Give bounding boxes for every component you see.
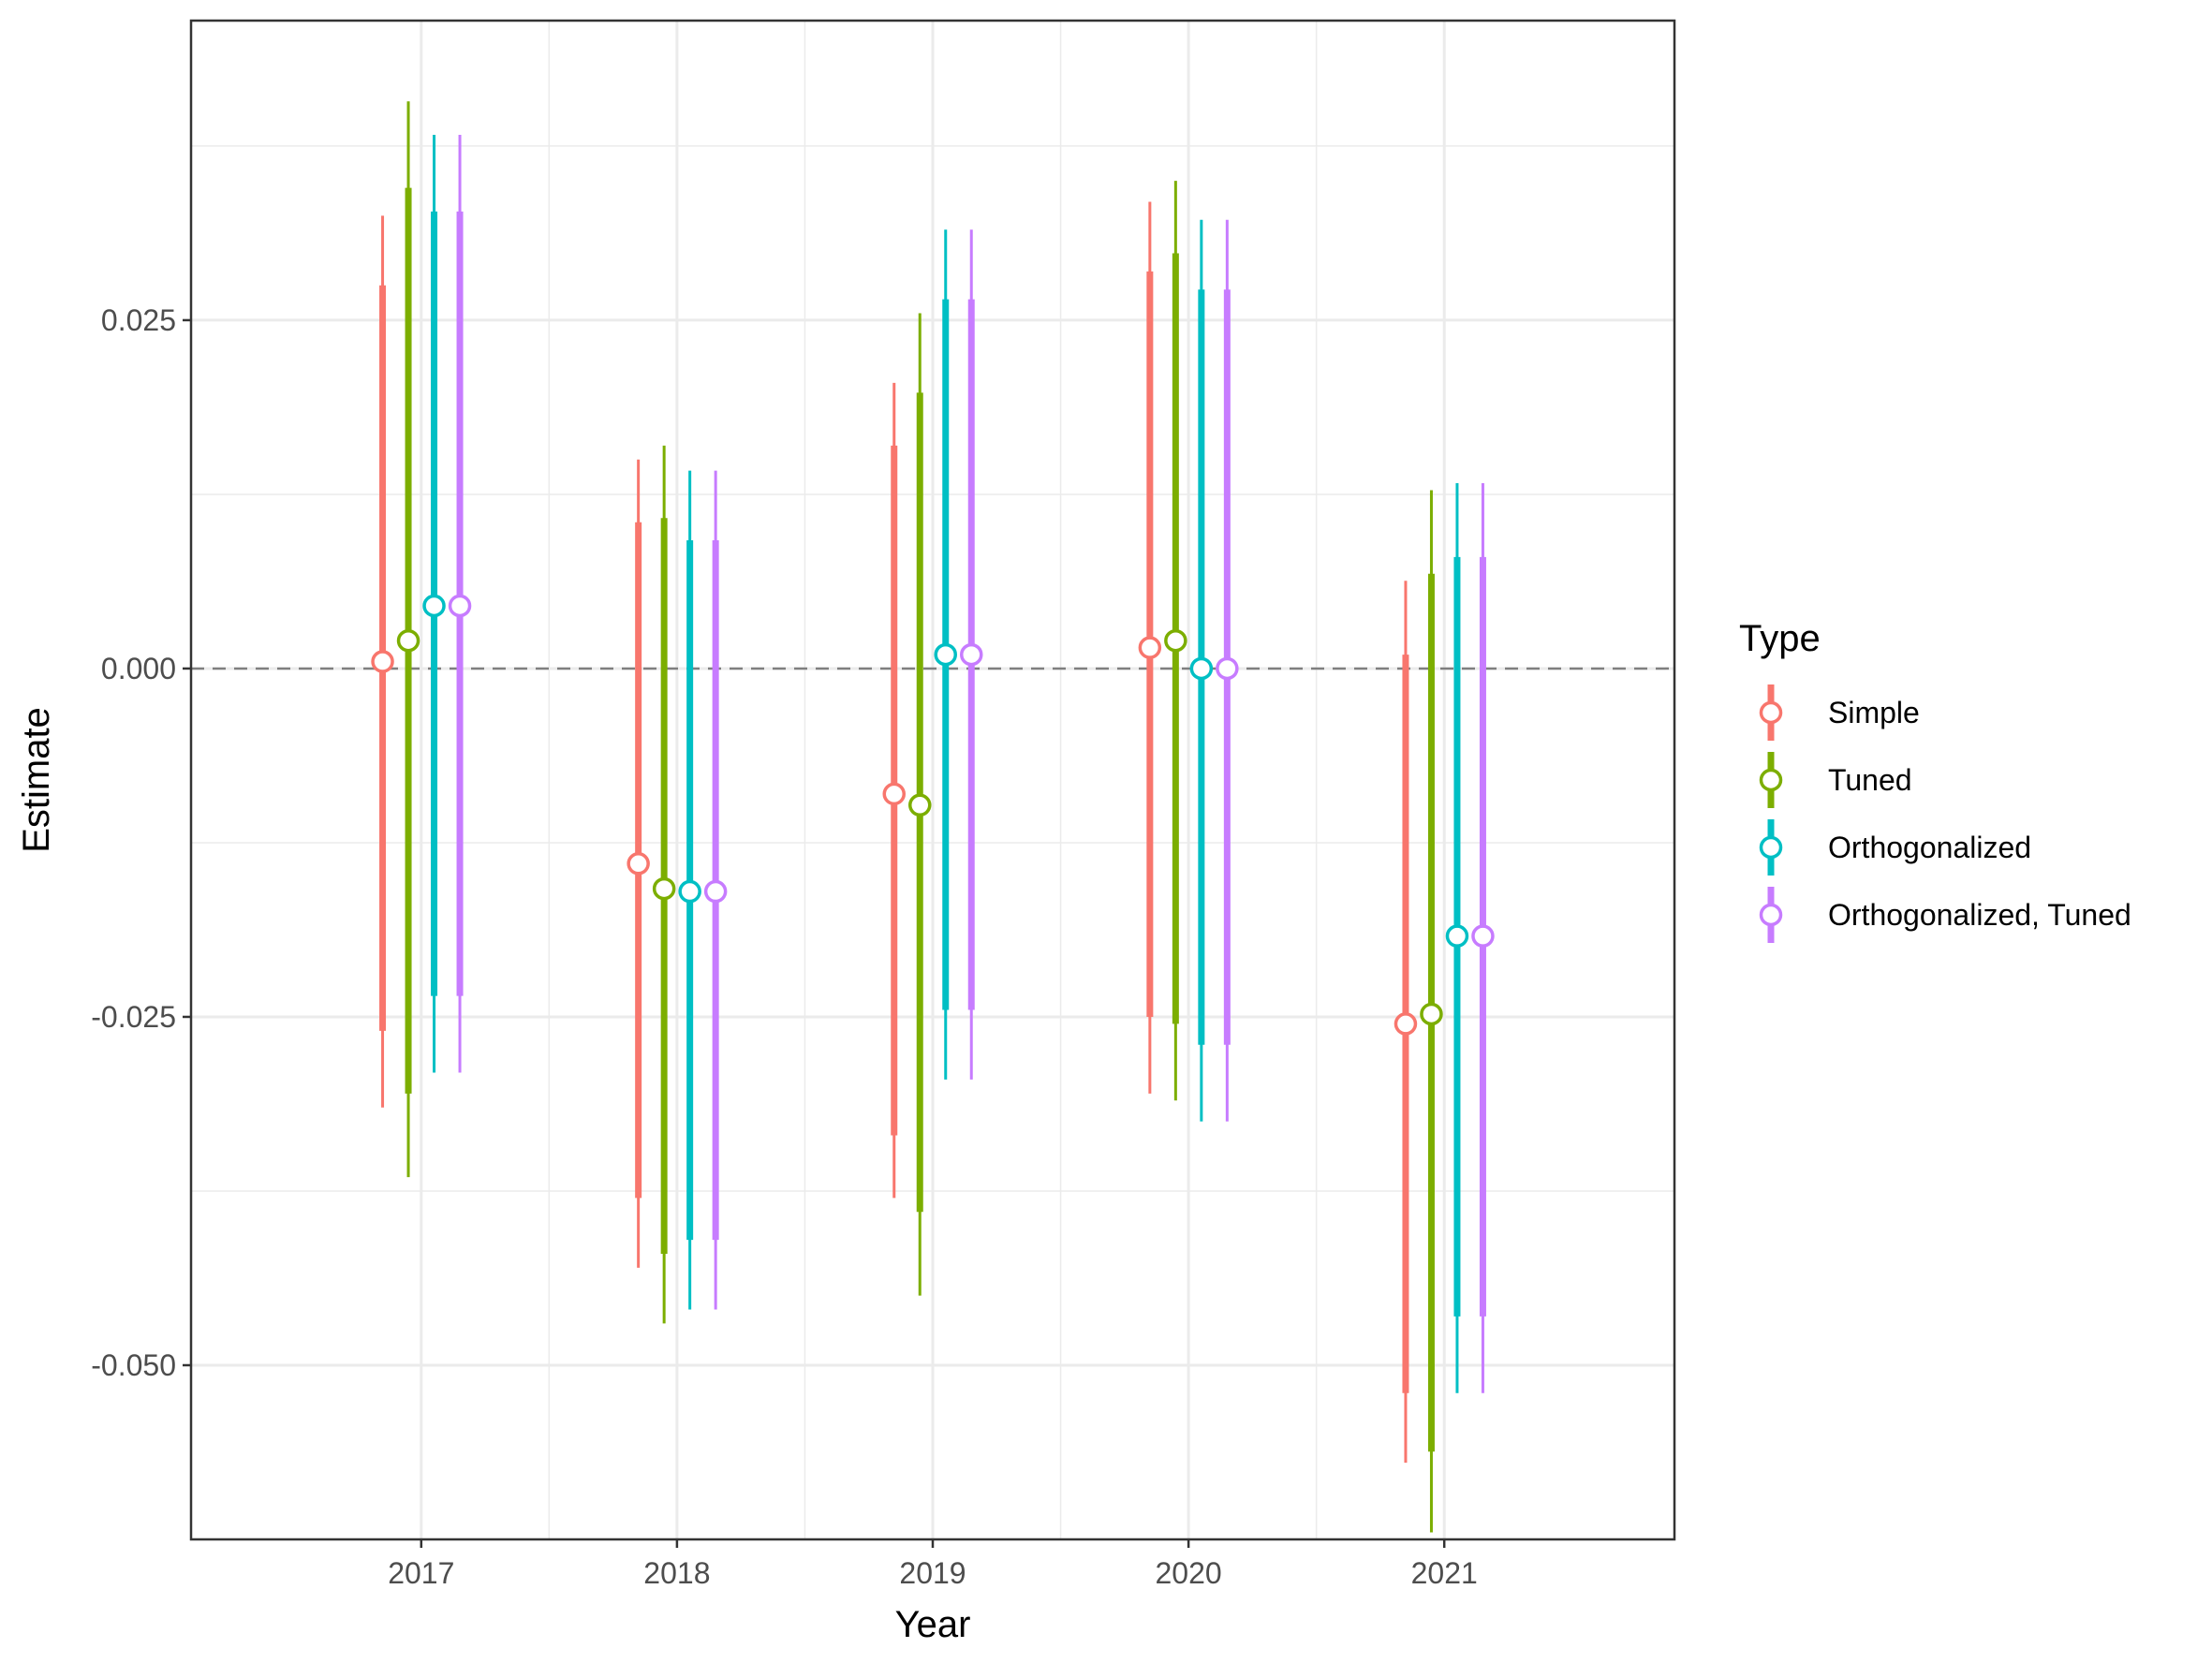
estimate-point xyxy=(422,594,446,618)
x-tick-label: 2020 xyxy=(1156,1556,1222,1590)
legend-key-point xyxy=(1759,700,1783,725)
estimate-point xyxy=(448,594,472,618)
x-tick-label: 2019 xyxy=(899,1556,966,1590)
axes-layer: -0.050 -0.025 0.000 0.025 2017 2018 2019 2020 20… xyxy=(91,303,1478,1590)
legend-label: Orthogonalized xyxy=(1828,831,2031,864)
estimate-point xyxy=(960,642,983,667)
estimate-point xyxy=(1216,656,1239,681)
legend-label: Orthogonalized, Tuned xyxy=(1828,898,2131,932)
legend-key-point xyxy=(1759,768,1783,792)
legend-label: Tuned xyxy=(1828,763,1912,797)
legend-title: Type xyxy=(1739,618,1821,659)
x-axis-title: Year xyxy=(895,1604,971,1645)
estimate-point xyxy=(1445,924,1469,948)
estimate-point xyxy=(678,879,701,904)
estimate-point xyxy=(934,642,957,667)
x-tick-label: 2017 xyxy=(388,1556,454,1590)
estimate-point xyxy=(1394,1012,1418,1036)
x-tick-label: 2018 xyxy=(643,1556,710,1590)
legend-key-point xyxy=(1759,903,1783,927)
y-tick-label: 0.025 xyxy=(101,303,176,337)
estimate-point xyxy=(1471,924,1495,948)
data-marks-layer xyxy=(371,101,1495,1533)
estimate-point xyxy=(703,879,728,904)
legend-label: Simple xyxy=(1828,696,1920,729)
estimate-point xyxy=(627,852,650,876)
estimate-point xyxy=(882,782,906,806)
y-tick-label: 0.000 xyxy=(101,652,176,685)
estimate-point xyxy=(1189,656,1214,681)
estimate-point xyxy=(908,793,932,817)
estimate-point xyxy=(1164,628,1187,653)
y-tick-label: -0.050 xyxy=(91,1348,176,1382)
legend: Type Simple Tuned Orthogonalized Orthogonal… xyxy=(1739,618,2131,943)
estimate-point xyxy=(652,876,676,901)
grid-layer xyxy=(191,21,1674,1540)
estimate-point xyxy=(1420,1002,1443,1026)
estimate-point xyxy=(1138,636,1162,659)
y-tick-label: -0.025 xyxy=(91,1000,176,1034)
estimate-point xyxy=(396,628,420,653)
x-tick-label: 2021 xyxy=(1411,1556,1478,1590)
estimate-point xyxy=(371,650,394,673)
y-axis-title: Estimate xyxy=(16,707,57,853)
legend-key-point xyxy=(1759,835,1783,860)
